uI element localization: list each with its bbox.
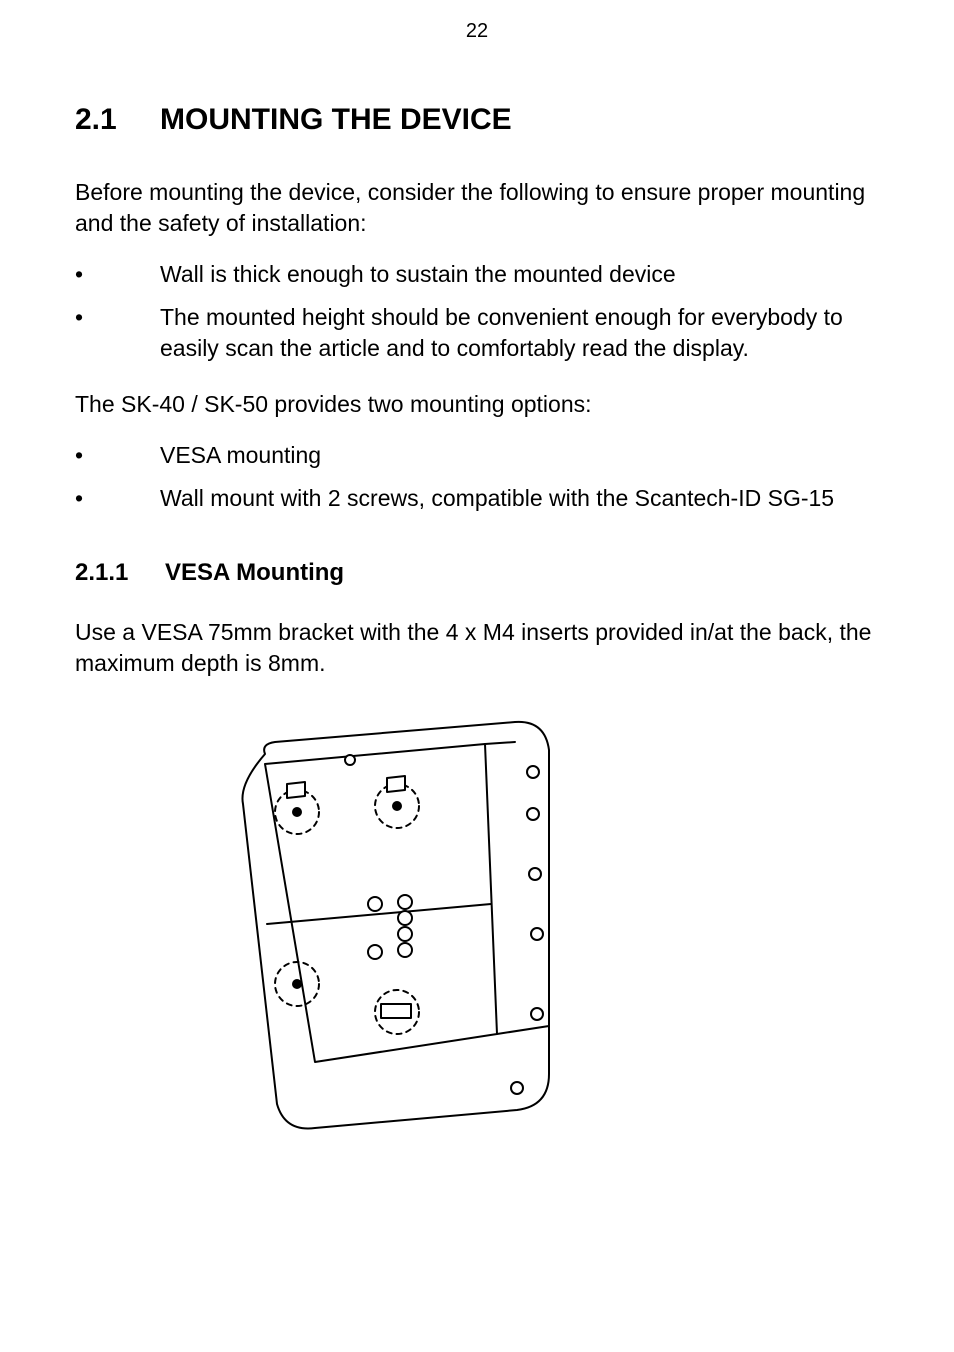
section-heading: 2.1MOUNTING THE DEVICE <box>75 103 879 137</box>
options-intro-paragraph: The SK-40 / SK-50 provides two mounting … <box>75 389 879 420</box>
subsection-number: 2.1.1 <box>75 559 165 587</box>
manual-page: 22 2.1MOUNTING THE DEVICE Before mountin… <box>0 0 954 1352</box>
mounting-options-list: VESA mounting Wall mount with 2 screws, … <box>75 440 879 514</box>
list-item: Wall is thick enough to sustain the moun… <box>75 259 879 290</box>
device-back-vesa-diagram <box>205 714 565 1139</box>
list-item: The mounted height should be convenient … <box>75 302 879 364</box>
considerations-list: Wall is thick enough to sustain the moun… <box>75 259 879 364</box>
section-title: MOUNTING THE DEVICE <box>160 103 512 136</box>
figure-container <box>75 714 879 1139</box>
subsection-title: VESA Mounting <box>165 559 344 586</box>
section-number: 2.1 <box>75 103 160 137</box>
list-item: Wall mount with 2 screws, compatible wit… <box>75 483 879 514</box>
list-item: VESA mounting <box>75 440 879 471</box>
page-number: 22 <box>75 0 879 103</box>
device-diagram-svg <box>205 714 565 1134</box>
intro-paragraph: Before mounting the device, consider the… <box>75 177 879 239</box>
subsection-body: Use a VESA 75mm bracket with the 4 x M4 … <box>75 617 879 679</box>
subsection-heading: 2.1.1VESA Mounting <box>75 559 879 587</box>
